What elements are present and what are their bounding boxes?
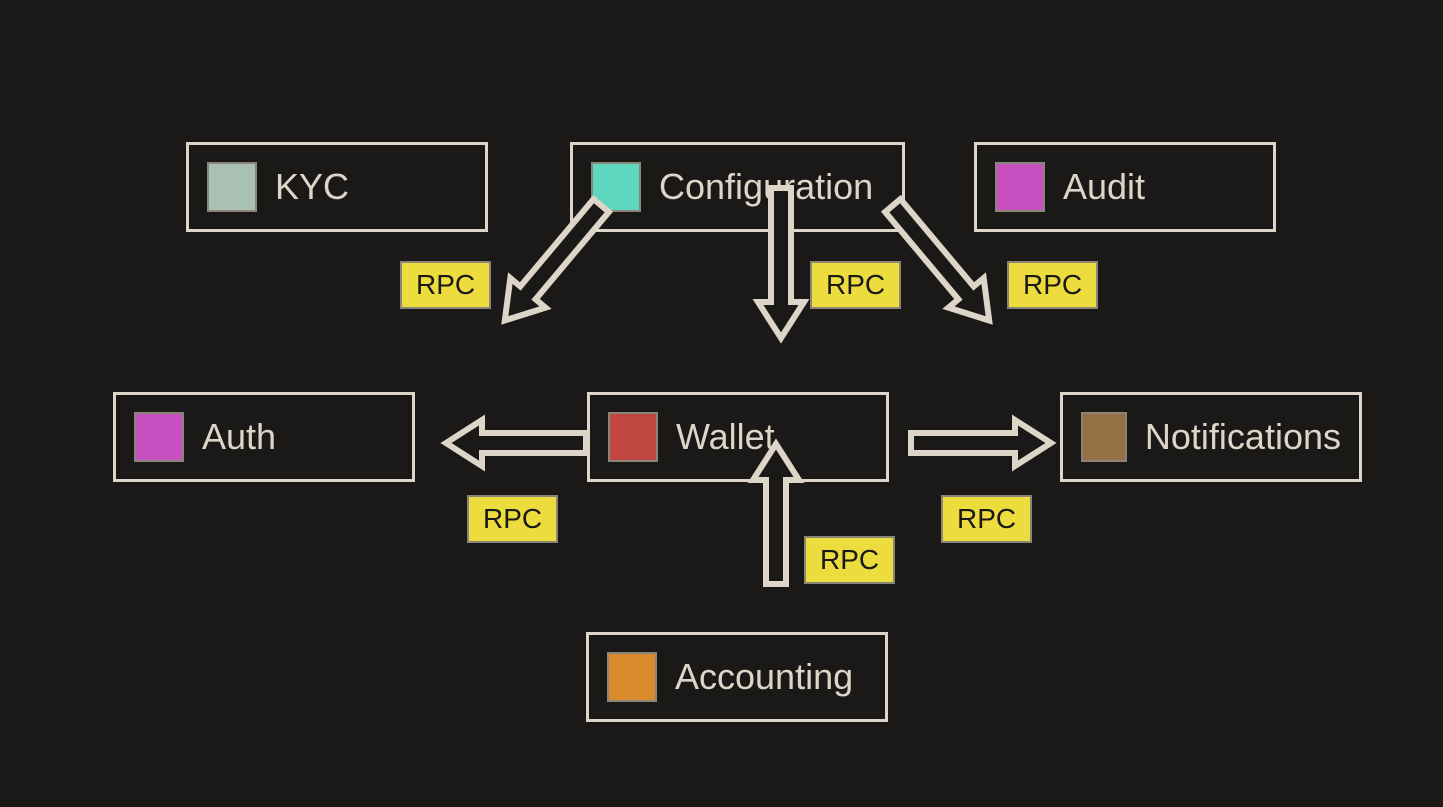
node-label-kyc: KYC: [275, 166, 349, 208]
rpc-tag-to-accounting: RPC: [804, 536, 895, 584]
arrow-to-notifications: [905, 414, 1057, 472]
node-label-auth: Auth: [202, 416, 276, 458]
rpc-tag-to-audit: RPC: [1007, 261, 1098, 309]
swatch-wallet: [608, 412, 658, 462]
rpc-tag-to-notifications: RPC: [941, 495, 1032, 543]
rpc-tag-to-auth: RPC: [467, 495, 558, 543]
arrow-to-auth: [440, 414, 592, 472]
swatch-auth: [134, 412, 184, 462]
swatch-configuration: [591, 162, 641, 212]
node-label-audit: Audit: [1063, 166, 1145, 208]
node-audit: Audit: [974, 142, 1276, 232]
node-configuration: Configuration: [570, 142, 905, 232]
rpc-tag-to-kyc: RPC: [400, 261, 491, 309]
node-kyc: KYC: [186, 142, 488, 232]
architecture-diagram: KYC Configuration Audit Auth Wallet Notificat…: [0, 0, 1443, 807]
node-notifications: Notifications: [1060, 392, 1362, 482]
node-label-configuration: Configuration: [659, 166, 873, 208]
node-label-notifications: Notifications: [1145, 416, 1341, 458]
node-label-wallet: Wallet: [676, 416, 775, 458]
swatch-accounting: [607, 652, 657, 702]
node-auth: Auth: [113, 392, 415, 482]
node-label-accounting: Accounting: [675, 656, 853, 698]
node-wallet: Wallet: [587, 392, 889, 482]
rpc-tag-to-configuration: RPC: [810, 261, 901, 309]
swatch-audit: [995, 162, 1045, 212]
node-accounting: Accounting: [586, 632, 888, 722]
swatch-notifications: [1081, 412, 1127, 462]
swatch-kyc: [207, 162, 257, 212]
